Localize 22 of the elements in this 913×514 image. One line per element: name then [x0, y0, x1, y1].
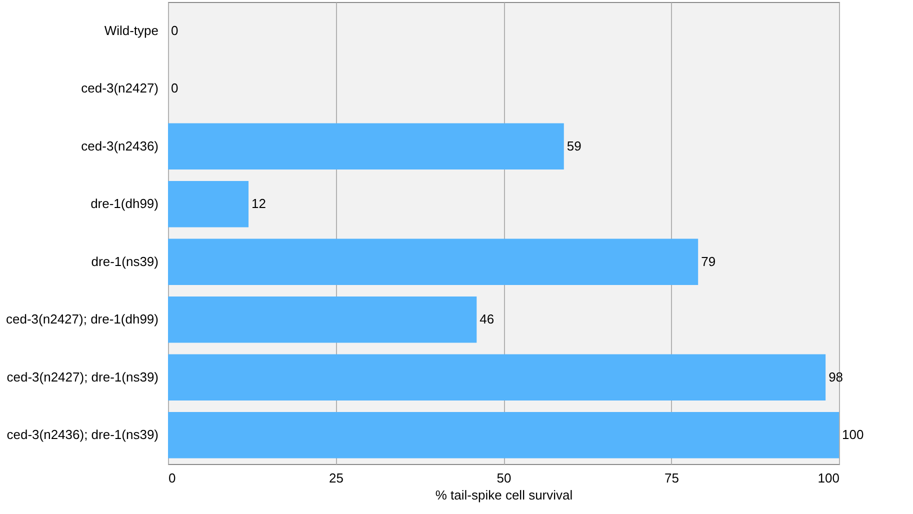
data-label: 59 — [566, 138, 582, 154]
data-label: 46 — [480, 312, 494, 327]
data-label: 0 — [171, 80, 178, 96]
y-tick-label: dre-1(dh99) — [90, 196, 158, 212]
x-tick-label: 100 — [818, 470, 840, 486]
x-tick-label: 25 — [329, 470, 344, 486]
y-tick-label: ced-3(n2436) — [81, 138, 158, 154]
x-tick-label: 0 — [168, 470, 176, 486]
y-tick-label: dre-1(ns39) — [91, 254, 158, 269]
y-tick-label: ced-3(n2427) — [81, 80, 158, 96]
data-label: 79 — [701, 254, 716, 269]
data-label: 0 — [171, 22, 178, 38]
y-tick-label: Wild-type — [104, 22, 158, 38]
x-axis-title: % tail-spike cell survival — [435, 488, 573, 502]
data-label: 12 — [252, 196, 266, 212]
y-tick-label: ced-3(n2427); dre-1(ns39) — [6, 369, 158, 384]
data-label: 100 — [842, 427, 864, 442]
data-label: 98 — [828, 369, 844, 384]
y-tick-label: ced-3(n2436); dre-1(ns39) — [6, 427, 158, 442]
x-tick-label: 50 — [496, 470, 512, 486]
x-tick-label: 75 — [664, 470, 679, 486]
y-tick-label: ced-3(n2427); dre-1(dh99) — [6, 312, 158, 327]
